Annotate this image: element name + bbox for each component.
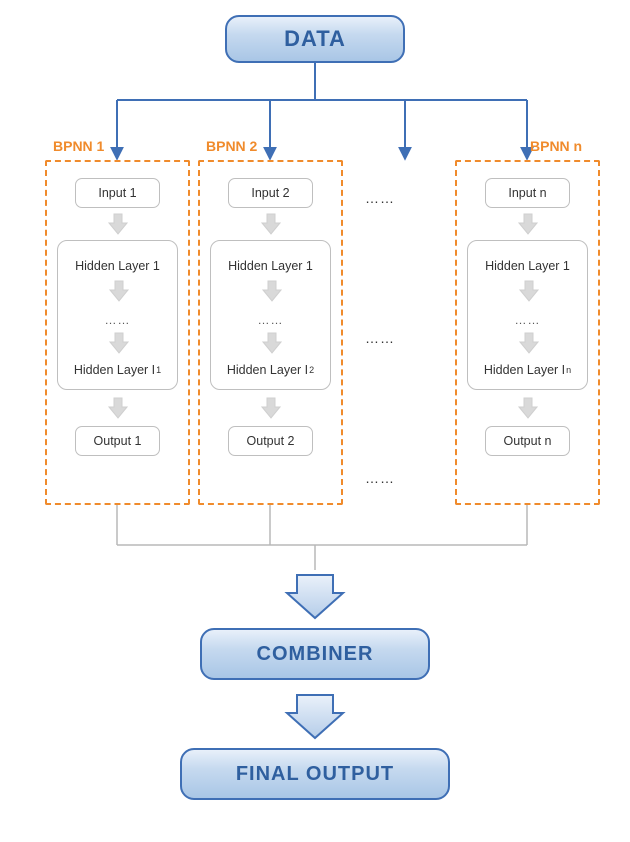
down-arrow-icon <box>516 212 540 236</box>
output-label: Output 1 <box>94 434 142 448</box>
down-arrow-icon <box>259 396 283 420</box>
output-box: Output 1 <box>75 426 160 456</box>
hidden-ellipsis: …… <box>105 313 131 327</box>
hidden-last-sub: 1 <box>156 365 161 375</box>
down-arrow-icon <box>259 212 283 236</box>
ellipsis-top: …… <box>365 190 395 206</box>
down-arrow-icon <box>516 396 540 420</box>
data-label: DATA <box>284 26 346 52</box>
down-arrow-icon <box>107 279 131 303</box>
hidden-first-label: Hidden Layer 1 <box>485 259 570 273</box>
hidden-last-label: Hidden Layer I <box>227 363 308 377</box>
combiner-node: COMBINER <box>200 628 430 680</box>
combiner-label: COMBINER <box>257 643 374 666</box>
hidden-last-label: Hidden Layer I <box>484 363 565 377</box>
input-label: Input 2 <box>251 186 289 200</box>
input-box: Input 1 <box>75 178 160 208</box>
branch-title: BPNN 1 <box>53 138 104 154</box>
hidden-last-sub: n <box>566 365 571 375</box>
branch-title: BPNN 2 <box>206 138 257 154</box>
data-node: DATA <box>225 15 405 63</box>
hidden-first-label: Hidden Layer 1 <box>228 259 313 273</box>
hidden-last-sub: 2 <box>309 365 314 375</box>
down-arrow-icon <box>107 331 131 355</box>
input-box: Input 2 <box>228 178 313 208</box>
output-label: Output 2 <box>247 434 295 448</box>
down-arrow-icon <box>106 396 130 420</box>
hidden-box: Hidden Layer 1 …… Hidden Layer I1 <box>57 240 178 390</box>
hidden-last-label: Hidden Layer I <box>74 363 155 377</box>
down-arrow-icon <box>260 279 284 303</box>
output-label: Output n <box>504 434 552 448</box>
hidden-box: Hidden Layer 1 …… Hidden Layer I2 <box>210 240 331 390</box>
down-arrow-icon <box>106 212 130 236</box>
hidden-ellipsis: …… <box>258 313 284 327</box>
down-arrow-icon <box>517 331 541 355</box>
output-box: Output n <box>485 426 570 456</box>
hidden-box: Hidden Layer 1 …… Hidden Layer In <box>467 240 588 390</box>
down-arrow-icon <box>260 331 284 355</box>
input-label: Input 1 <box>98 186 136 200</box>
down-arrow-icon <box>517 279 541 303</box>
ellipsis-bot: …… <box>365 470 395 486</box>
input-box: Input n <box>485 178 570 208</box>
ellipsis-mid: …… <box>365 330 395 346</box>
input-label: Input n <box>508 186 546 200</box>
hidden-ellipsis: …… <box>515 313 541 327</box>
final-output-label: FINAL OUTPUT <box>236 763 394 786</box>
final-output-node: FINAL OUTPUT <box>180 748 450 800</box>
branch-title: BPNN n <box>530 138 582 154</box>
hidden-first-label: Hidden Layer 1 <box>75 259 160 273</box>
output-box: Output 2 <box>228 426 313 456</box>
